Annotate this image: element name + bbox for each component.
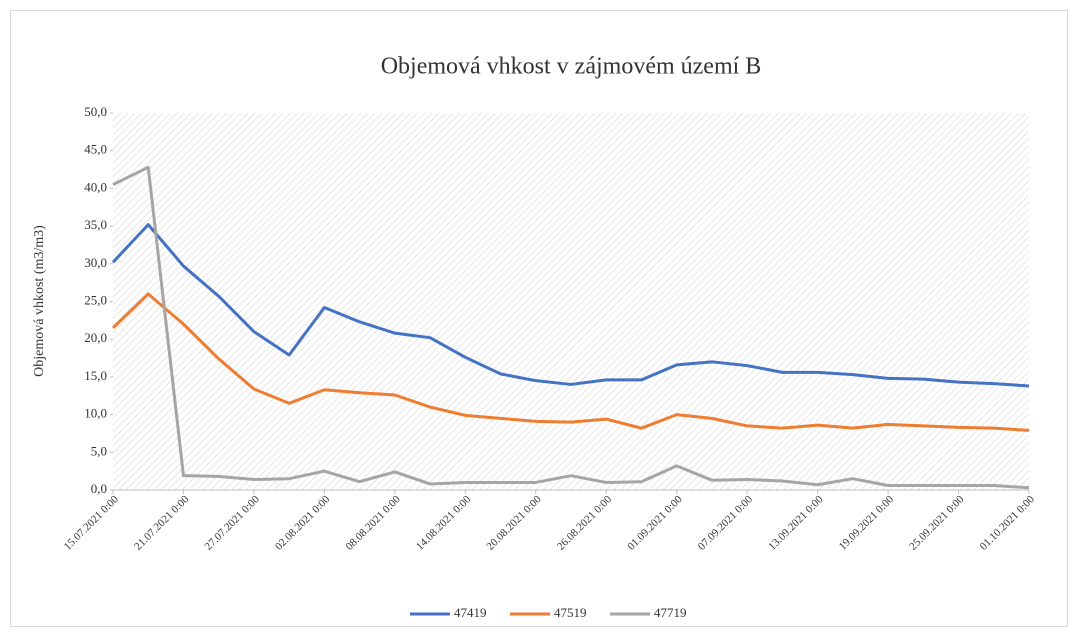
y-tick-label: 30,0: [84, 255, 107, 270]
plot-area: [113, 113, 1029, 490]
y-tick-label: 10,0: [84, 406, 107, 421]
chart-title: Objemová vhkost v zájmovém území B: [381, 54, 762, 80]
series-line: [111, 223, 1030, 388]
y-tick-label: 15,0: [84, 368, 107, 383]
y-tick-label: 0,0: [91, 481, 107, 496]
y-tick-label: 40,0: [84, 179, 107, 194]
legend-label: 47719: [654, 605, 687, 620]
y-tick-label: 35,0: [84, 217, 107, 232]
y-tick-label: 50,0: [84, 104, 107, 119]
y-axis-label: Objemová vhkost (m3/m3): [32, 225, 47, 377]
y-tick-label: 20,0: [84, 330, 107, 345]
y-tick-label: 25,0: [84, 292, 107, 307]
legend-label: 47519: [554, 605, 587, 620]
legend-label: 47419: [454, 605, 487, 620]
series-line: [112, 165, 1030, 490]
series-line: [111, 292, 1030, 432]
y-tick-label: 5,0: [91, 443, 107, 458]
y-tick-label: 45,0: [84, 142, 107, 157]
